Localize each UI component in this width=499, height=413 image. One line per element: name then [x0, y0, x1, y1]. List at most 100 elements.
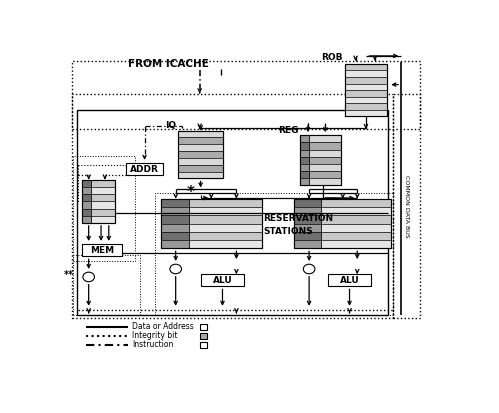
Bar — [161, 199, 261, 207]
Bar — [161, 224, 261, 232]
Bar — [179, 131, 223, 138]
Text: IQ: IQ — [165, 121, 177, 130]
Bar — [300, 178, 309, 185]
Bar — [294, 199, 321, 248]
Bar — [294, 207, 391, 216]
Bar — [82, 209, 91, 216]
Bar — [161, 240, 261, 248]
Bar — [161, 240, 189, 248]
Text: REG: REG — [278, 126, 298, 135]
Bar — [294, 199, 391, 248]
Bar — [300, 150, 341, 157]
Bar — [82, 194, 115, 202]
Bar — [179, 138, 223, 144]
Bar — [300, 171, 341, 178]
Bar — [82, 180, 115, 187]
Bar — [345, 64, 387, 71]
Circle shape — [303, 264, 315, 274]
Bar — [345, 83, 387, 90]
Bar — [73, 156, 135, 261]
Bar — [179, 165, 223, 171]
Text: *: * — [187, 185, 195, 200]
Bar — [294, 199, 391, 207]
Bar — [294, 207, 321, 216]
Bar — [82, 244, 122, 256]
Bar — [155, 192, 393, 315]
Bar — [200, 342, 207, 348]
Bar — [294, 224, 391, 232]
Bar — [161, 216, 189, 224]
Bar — [179, 131, 223, 178]
Text: Integrity bit: Integrity bit — [132, 331, 178, 340]
Bar — [161, 207, 189, 216]
Bar — [161, 232, 261, 240]
Text: FROM ICACHE: FROM ICACHE — [128, 59, 209, 69]
Bar — [300, 142, 341, 150]
Bar — [161, 199, 261, 248]
Bar — [345, 103, 387, 110]
Bar — [328, 274, 371, 287]
Bar — [82, 180, 115, 223]
Bar — [82, 180, 115, 223]
Bar — [294, 232, 321, 240]
Bar — [161, 232, 189, 240]
Bar — [294, 240, 321, 248]
Bar — [201, 274, 244, 287]
Bar — [179, 151, 223, 158]
Bar — [300, 171, 309, 178]
Bar — [345, 64, 387, 116]
Bar — [300, 157, 341, 164]
Bar — [345, 77, 387, 83]
Bar — [300, 135, 341, 185]
Text: ROB: ROB — [321, 53, 343, 62]
Bar — [300, 135, 341, 142]
Bar — [161, 199, 189, 248]
Bar — [200, 324, 207, 330]
Bar — [72, 61, 420, 129]
Bar — [82, 202, 115, 209]
Bar — [179, 158, 223, 165]
Bar — [82, 194, 91, 202]
Bar — [345, 64, 387, 116]
Bar — [161, 224, 189, 232]
Bar — [161, 199, 261, 248]
Bar — [300, 164, 341, 171]
Bar — [179, 131, 223, 178]
Bar — [300, 135, 309, 142]
Bar — [294, 216, 391, 224]
Bar — [294, 199, 391, 248]
Bar — [161, 207, 261, 216]
Bar — [77, 110, 388, 315]
Bar — [82, 216, 115, 223]
Bar — [161, 216, 261, 224]
Bar — [345, 97, 387, 103]
Bar — [300, 150, 309, 157]
Text: ADDR: ADDR — [130, 165, 159, 173]
Bar — [82, 187, 91, 194]
Text: Data or Address: Data or Address — [132, 323, 194, 331]
Bar — [294, 240, 391, 248]
Text: RESERVATION: RESERVATION — [263, 214, 334, 223]
Bar — [82, 209, 115, 216]
Bar — [294, 199, 321, 207]
Text: ALU: ALU — [340, 276, 359, 285]
Bar — [393, 94, 420, 318]
Bar — [345, 90, 387, 97]
Circle shape — [83, 272, 94, 282]
Bar — [82, 180, 91, 223]
Bar — [179, 144, 223, 151]
Circle shape — [170, 264, 182, 274]
Bar — [300, 178, 341, 185]
Bar — [345, 110, 387, 116]
Text: **: ** — [64, 271, 74, 280]
Bar — [82, 202, 91, 209]
Bar — [300, 164, 309, 171]
Text: ALU: ALU — [213, 276, 233, 285]
Bar — [126, 163, 163, 175]
Bar — [294, 232, 391, 240]
Text: COMMON DATA BUS: COMMON DATA BUS — [404, 175, 409, 237]
Bar — [82, 187, 115, 194]
Text: Instruction: Instruction — [132, 340, 173, 349]
Bar — [200, 333, 207, 339]
Bar — [300, 135, 309, 185]
